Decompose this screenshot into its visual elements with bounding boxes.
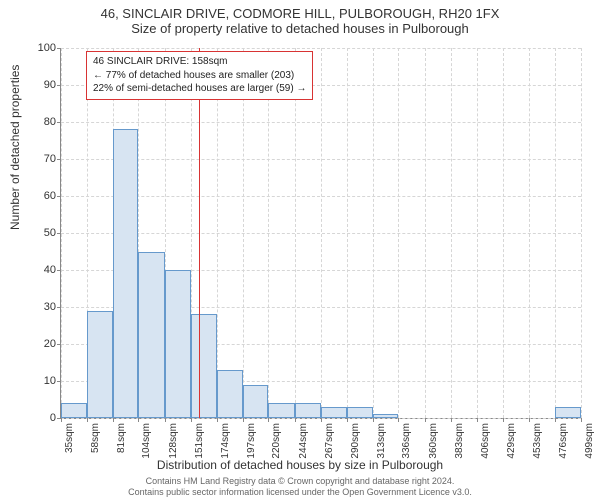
histogram-bar — [217, 370, 243, 418]
plot-region: 010203040506070809010035sqm58sqm81sqm104… — [60, 48, 581, 419]
gridline-v — [555, 48, 556, 418]
histogram-bar — [191, 314, 217, 418]
histogram-bar — [138, 252, 165, 419]
gridline-v — [61, 48, 62, 418]
xtick-mark — [373, 418, 374, 422]
xtick-mark — [268, 418, 269, 422]
gridline-v — [373, 48, 374, 418]
gridline-v — [581, 48, 582, 418]
chart-title-line2: Size of property relative to detached ho… — [0, 21, 600, 36]
histogram-bar — [373, 414, 399, 418]
histogram-bar — [555, 407, 581, 418]
xtick-mark — [61, 418, 62, 422]
ytick-label: 100 — [26, 42, 56, 54]
ytick-label: 80 — [26, 116, 56, 128]
histogram-bar — [165, 270, 191, 418]
xtick-mark — [243, 418, 244, 422]
xtick-mark — [425, 418, 426, 422]
histogram-bar — [321, 407, 347, 418]
xtick-mark — [555, 418, 556, 422]
chart-title-line1: 46, SINCLAIR DRIVE, CODMORE HILL, PULBOR… — [0, 0, 600, 21]
gridline-v — [529, 48, 530, 418]
xtick-mark — [581, 418, 582, 422]
ytick-label: 60 — [26, 190, 56, 202]
footer-line1: Contains HM Land Registry data © Crown c… — [146, 476, 455, 486]
footer-line2: Contains public sector information licen… — [128, 487, 472, 497]
x-axis-label: Distribution of detached houses by size … — [0, 458, 600, 472]
xtick-mark — [451, 418, 452, 422]
annotation-line1: 46 SINCLAIR DRIVE: 158sqm — [93, 56, 228, 67]
chart-area: 010203040506070809010035sqm58sqm81sqm104… — [60, 48, 580, 418]
xtick-mark — [398, 418, 399, 422]
gridline-v — [217, 48, 218, 418]
reference-line — [199, 48, 200, 418]
annotation-line3: 22% of semi-detached houses are larger (… — [93, 83, 306, 94]
gridline-v — [243, 48, 244, 418]
gridline-v — [477, 48, 478, 418]
xtick-mark — [529, 418, 530, 422]
ytick-label: 50 — [26, 227, 56, 239]
gridline-v — [321, 48, 322, 418]
annotation-line2: ← 77% of detached houses are smaller (20… — [93, 70, 294, 81]
ytick-label: 30 — [26, 301, 56, 313]
xtick-mark — [477, 418, 478, 422]
xtick-mark — [138, 418, 139, 422]
xtick-mark — [321, 418, 322, 422]
xtick-mark — [113, 418, 114, 422]
y-axis-label: Number of detached properties — [8, 65, 22, 230]
histogram-bar — [243, 385, 269, 418]
xtick-mark — [165, 418, 166, 422]
gridline-v — [451, 48, 452, 418]
xtick-mark — [217, 418, 218, 422]
xtick-mark — [503, 418, 504, 422]
gridline-v — [398, 48, 399, 418]
gridline-v — [503, 48, 504, 418]
ytick-label: 90 — [26, 79, 56, 91]
ytick-label: 40 — [26, 264, 56, 276]
chart-container: 46, SINCLAIR DRIVE, CODMORE HILL, PULBOR… — [0, 0, 600, 500]
ytick-label: 0 — [26, 412, 56, 424]
xtick-mark — [191, 418, 192, 422]
footer: Contains HM Land Registry data © Crown c… — [0, 476, 600, 499]
ytick-label: 70 — [26, 153, 56, 165]
histogram-bar — [113, 129, 139, 418]
histogram-bar — [347, 407, 373, 418]
annotation-box: 46 SINCLAIR DRIVE: 158sqm ← 77% of detach… — [86, 51, 313, 100]
histogram-bar — [268, 403, 295, 418]
xtick-mark — [87, 418, 88, 422]
ytick-label: 10 — [26, 375, 56, 387]
gridline-v — [425, 48, 426, 418]
gridline-v — [268, 48, 269, 418]
gridline-v — [295, 48, 296, 418]
gridline-v — [347, 48, 348, 418]
ytick-label: 20 — [26, 338, 56, 350]
histogram-bar — [61, 403, 87, 418]
histogram-bar — [87, 311, 113, 418]
xtick-mark — [347, 418, 348, 422]
histogram-bar — [295, 403, 321, 418]
xtick-mark — [295, 418, 296, 422]
